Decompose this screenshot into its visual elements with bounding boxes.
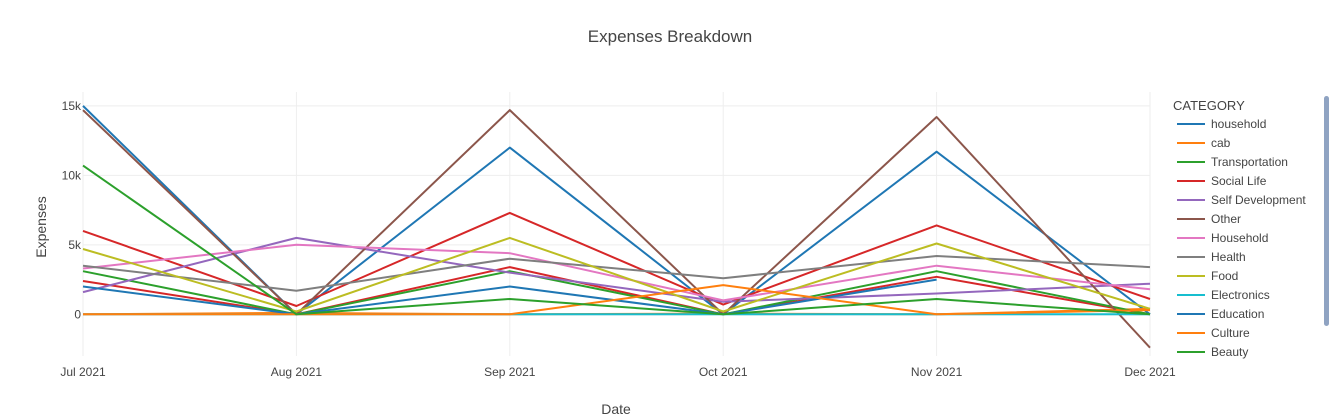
- y-tick-label: 10k: [62, 168, 82, 182]
- legend-label: Self Development: [1211, 193, 1306, 207]
- legend-item[interactable]: Household: [1177, 231, 1268, 245]
- y-axis-title: Expenses: [33, 196, 49, 257]
- series-line-self-development[interactable]: [82, 236, 1151, 303]
- legend-label: Food: [1211, 269, 1238, 283]
- series-line-beauty[interactable]: [82, 164, 1151, 316]
- legend[interactable]: CATEGORY household cab Transportation Socia…: [1173, 98, 1306, 359]
- legend-item[interactable]: Self Development: [1177, 193, 1306, 207]
- y-tick-label: 15k: [62, 99, 82, 113]
- legend-label: Education: [1211, 307, 1264, 321]
- x-tick-label: Aug 2021: [271, 365, 323, 379]
- x-axis-title: Date: [601, 401, 631, 417]
- x-tick-label: Oct 2021: [699, 365, 748, 379]
- legend-item[interactable]: Beauty: [1177, 345, 1248, 359]
- chart-title: Expenses Breakdown: [588, 27, 752, 46]
- x-tick-label: Sep 2021: [484, 365, 536, 379]
- legend-label: Culture: [1211, 326, 1250, 340]
- y-tick-label: 0: [74, 307, 81, 321]
- legend-scrollbar[interactable]: [1324, 96, 1329, 326]
- legend-label: Household: [1211, 231, 1268, 245]
- legend-label: Transportation: [1211, 155, 1288, 169]
- x-axis-ticks: Jul 2021 Aug 2021 Sep 2021 Oct 2021 Nov 2021…: [60, 365, 1176, 379]
- legend-label: Beauty: [1211, 345, 1248, 359]
- series-line-household[interactable]: [82, 105, 1151, 316]
- series-line-food[interactable]: [82, 236, 1151, 313]
- series-line-other[interactable]: [82, 109, 1151, 349]
- legend-label: Social Life: [1211, 174, 1267, 188]
- legend-label: Other: [1211, 212, 1241, 226]
- legend-label: cab: [1211, 136, 1231, 150]
- grid: [82, 92, 1151, 356]
- legend-label: Health: [1211, 250, 1246, 264]
- x-tick-label: Nov 2021: [911, 365, 963, 379]
- legend-item[interactable]: cab: [1177, 136, 1231, 150]
- legend-label: Electronics: [1211, 288, 1270, 302]
- series-line-health[interactable]: [82, 255, 1151, 292]
- legend-item[interactable]: Social Life: [1177, 174, 1267, 188]
- y-tick-label: 5k: [68, 238, 82, 252]
- series-line-household[interactable]: [82, 243, 1151, 302]
- x-tick-label: Dec 2021: [1124, 365, 1176, 379]
- plot-area: [82, 105, 1151, 349]
- series-line-education[interactable]: [82, 278, 937, 316]
- series-line-social-life[interactable]: [82, 211, 1151, 307]
- legend-label: household: [1211, 117, 1266, 131]
- legend-item[interactable]: Electronics: [1177, 288, 1270, 302]
- legend-item[interactable]: household: [1177, 117, 1266, 131]
- legend-item[interactable]: Transportation: [1177, 155, 1288, 169]
- legend-item[interactable]: Health: [1177, 250, 1246, 264]
- x-tick-label: Jul 2021: [60, 365, 106, 379]
- series-line-culture[interactable]: [83, 284, 1151, 316]
- legend-item[interactable]: Food: [1177, 269, 1238, 283]
- y-axis-ticks: 0 5k 10k 15k: [62, 99, 82, 321]
- legend-item[interactable]: Education: [1177, 307, 1264, 321]
- legend-item[interactable]: Culture: [1177, 326, 1250, 340]
- series-line-transportation[interactable]: [82, 270, 1151, 316]
- legend-title: CATEGORY: [1173, 98, 1245, 113]
- legend-item[interactable]: Other: [1177, 212, 1241, 226]
